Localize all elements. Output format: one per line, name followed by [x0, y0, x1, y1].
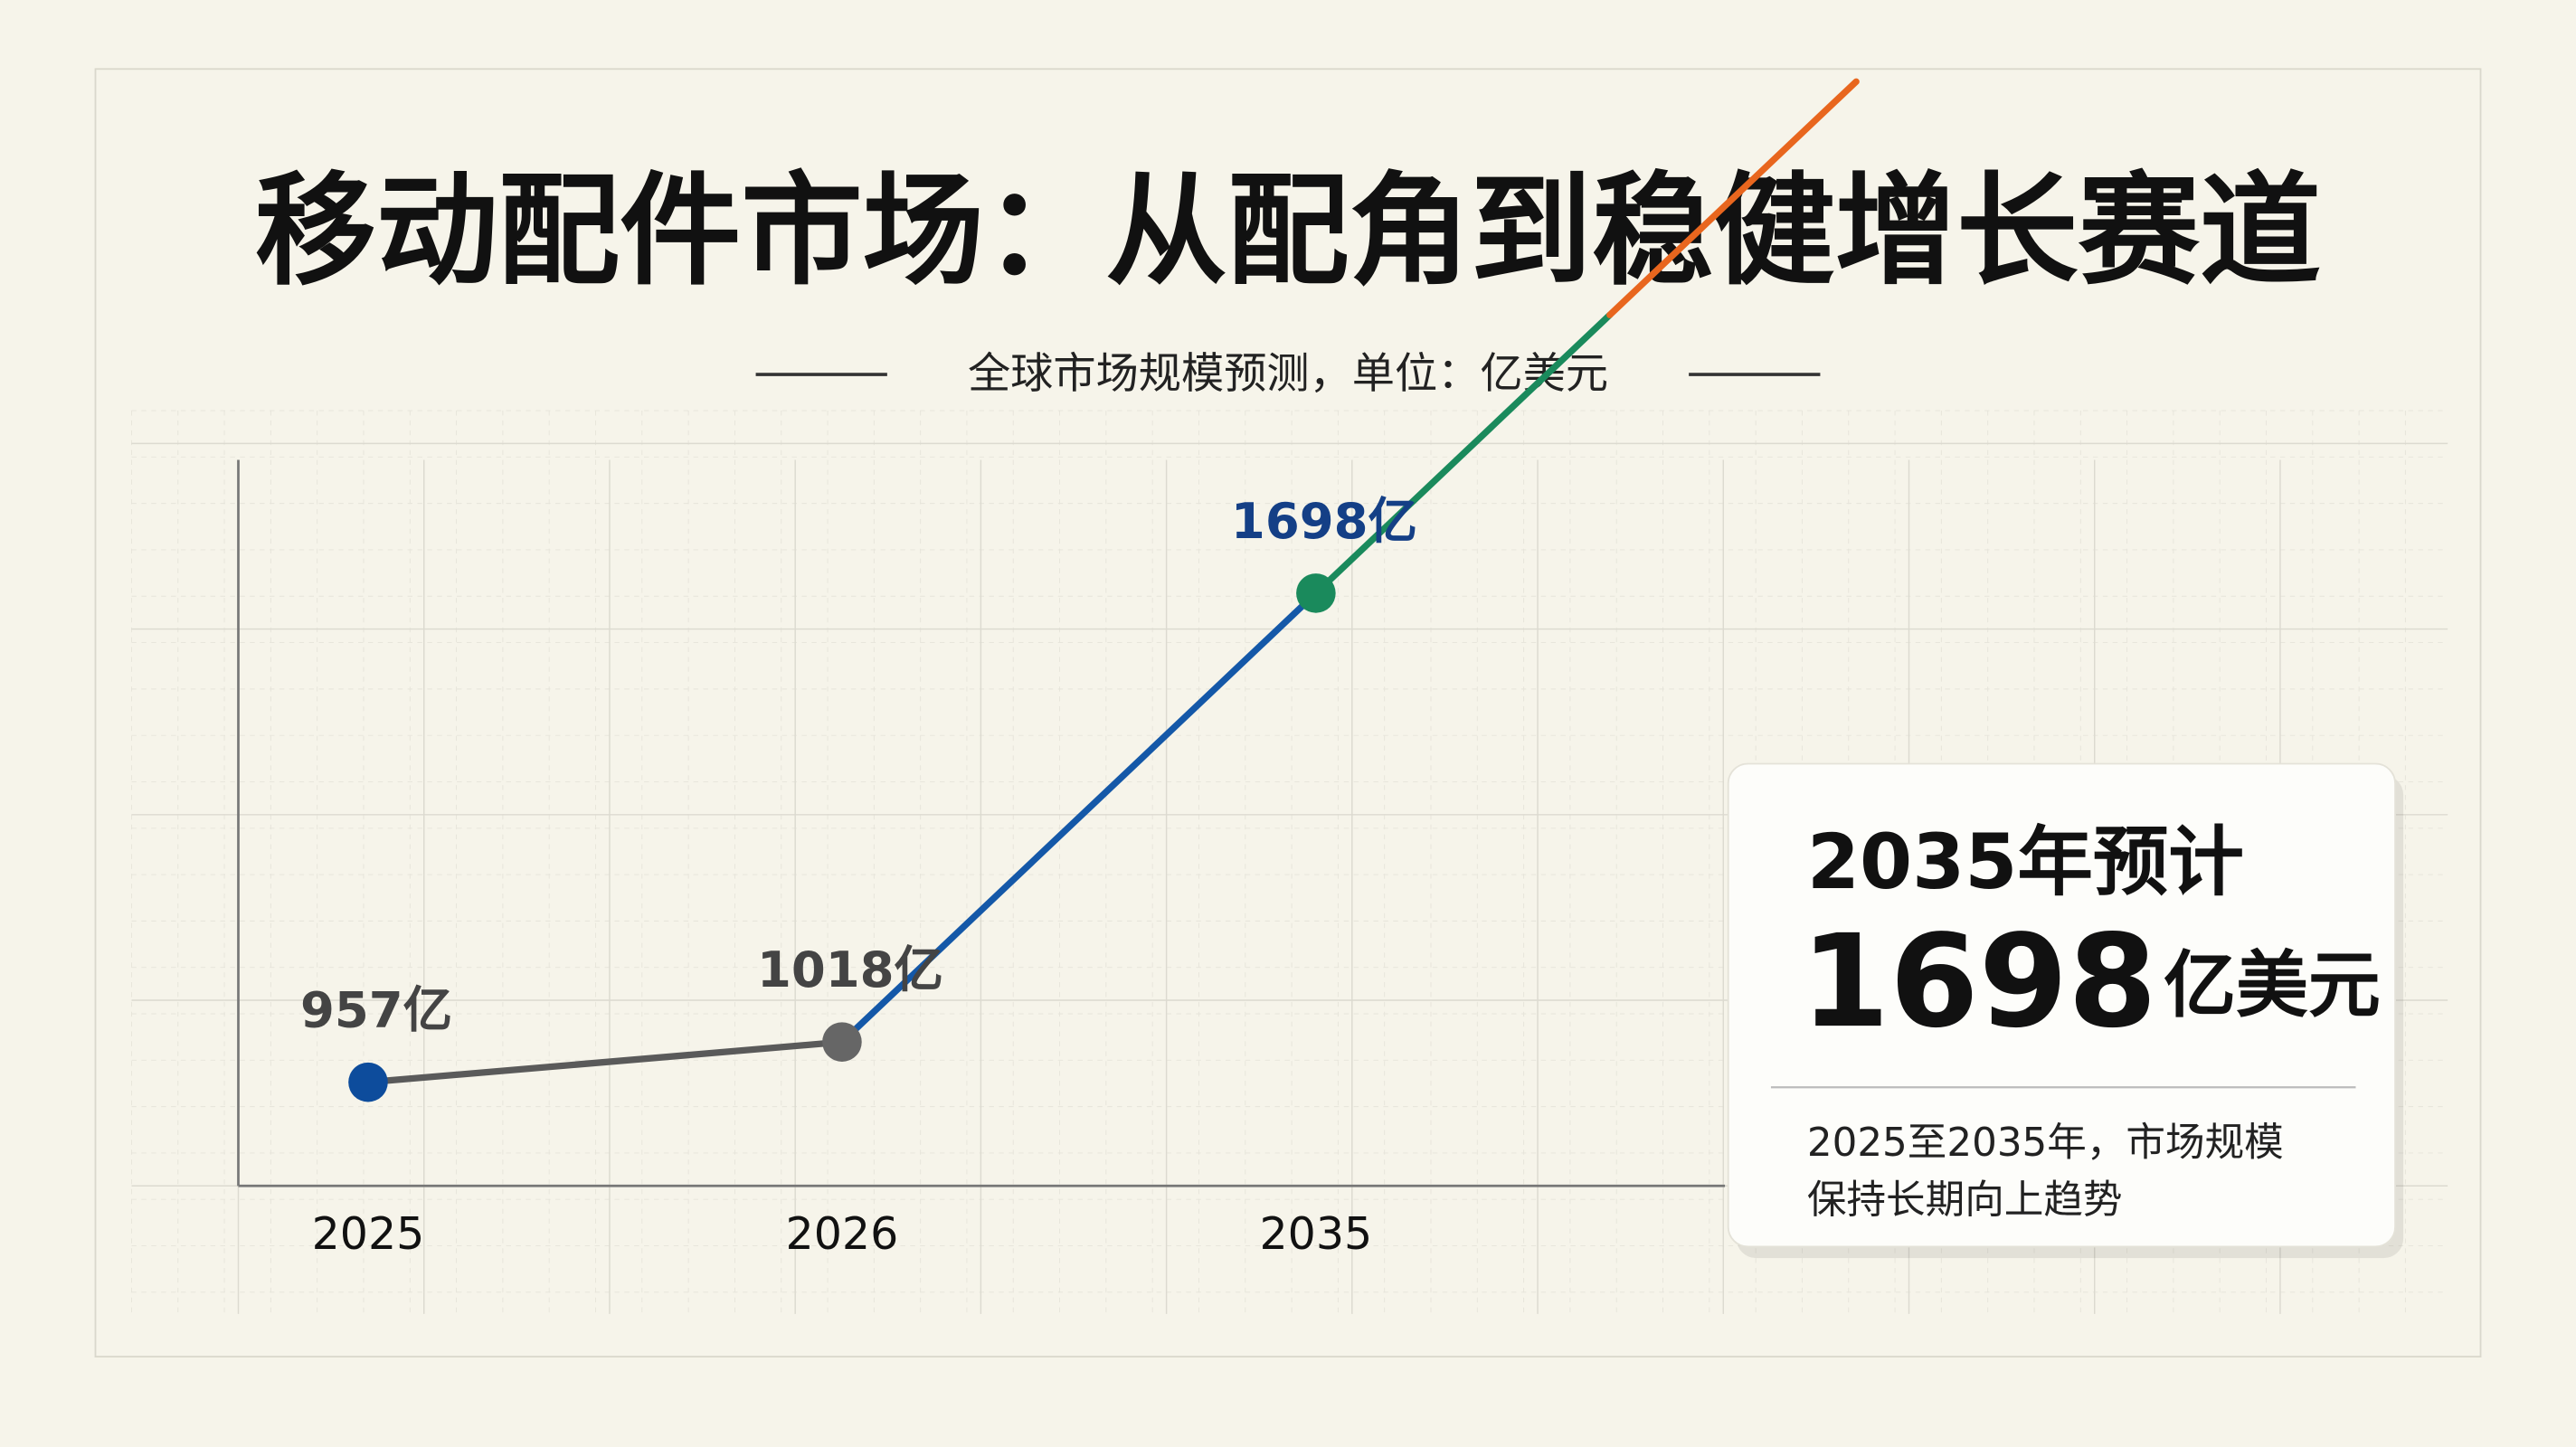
- trend-extension: [1312, 311, 1614, 597]
- callout-heading: 2035年预计: [1807, 818, 2244, 906]
- trend-extension: [1606, 78, 1860, 318]
- point: [822, 1022, 862, 1062]
- callout-unit: 亿美元: [2164, 943, 2381, 1027]
- line-segment: [365, 1038, 846, 1086]
- x-tick-label: 2026: [786, 1207, 899, 1260]
- chart-subtitle: 全球市场规模预测，单位：亿美元: [968, 349, 1608, 399]
- value-label: 1018亿: [757, 941, 943, 998]
- callout-card: 2035年预计 1698 亿美元 2025至2035年，市场规模 保持长期向上趋势: [1727, 762, 2404, 1259]
- chart-title: 移动配件市场：从配角到稳健增长赛道: [255, 160, 2321, 302]
- callout-value: 1698 亿美元: [1801, 908, 2381, 1056]
- point: [1296, 573, 1336, 613]
- value-label: 1698亿: [1231, 492, 1417, 550]
- frame: [94, 68, 2482, 1358]
- callout-line: 2025至2035年，市场规模: [1807, 1121, 2284, 1166]
- line-segment: [838, 590, 1320, 1045]
- callout-number: 1698: [1801, 908, 2157, 1056]
- callout-line: 保持长期向上趋势: [1807, 1177, 2123, 1223]
- x-tick-label: 2035: [1259, 1207, 1372, 1260]
- x-tick-label: 2025: [312, 1207, 425, 1260]
- grid: [130, 410, 2448, 1314]
- point: [348, 1062, 388, 1102]
- plot: 957亿 2025 1018亿 2026 1698亿 2035: [300, 78, 1860, 1260]
- card: [1727, 762, 2396, 1248]
- value-label: 957亿: [300, 981, 452, 1039]
